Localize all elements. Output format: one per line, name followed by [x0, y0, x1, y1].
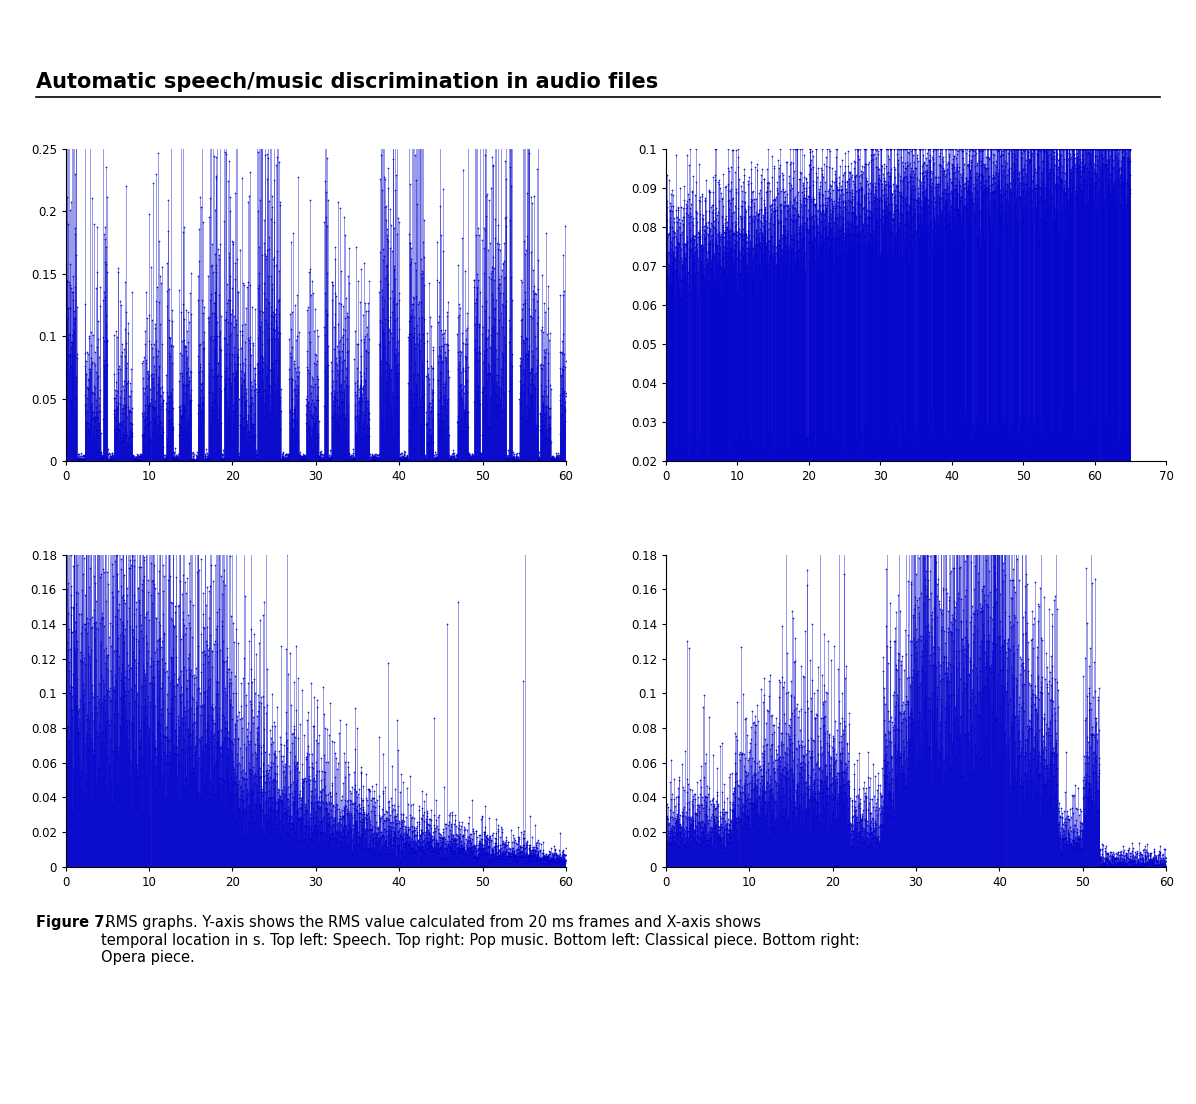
Text: RMS graphs. Y-axis shows the RMS value calculated from 20 ms frames and X-axis s: RMS graphs. Y-axis shows the RMS value c…: [102, 915, 860, 965]
Text: Figure 7.: Figure 7.: [36, 915, 110, 931]
Text: Automatic speech/music discrimination in audio files: Automatic speech/music discrimination in…: [36, 72, 658, 92]
